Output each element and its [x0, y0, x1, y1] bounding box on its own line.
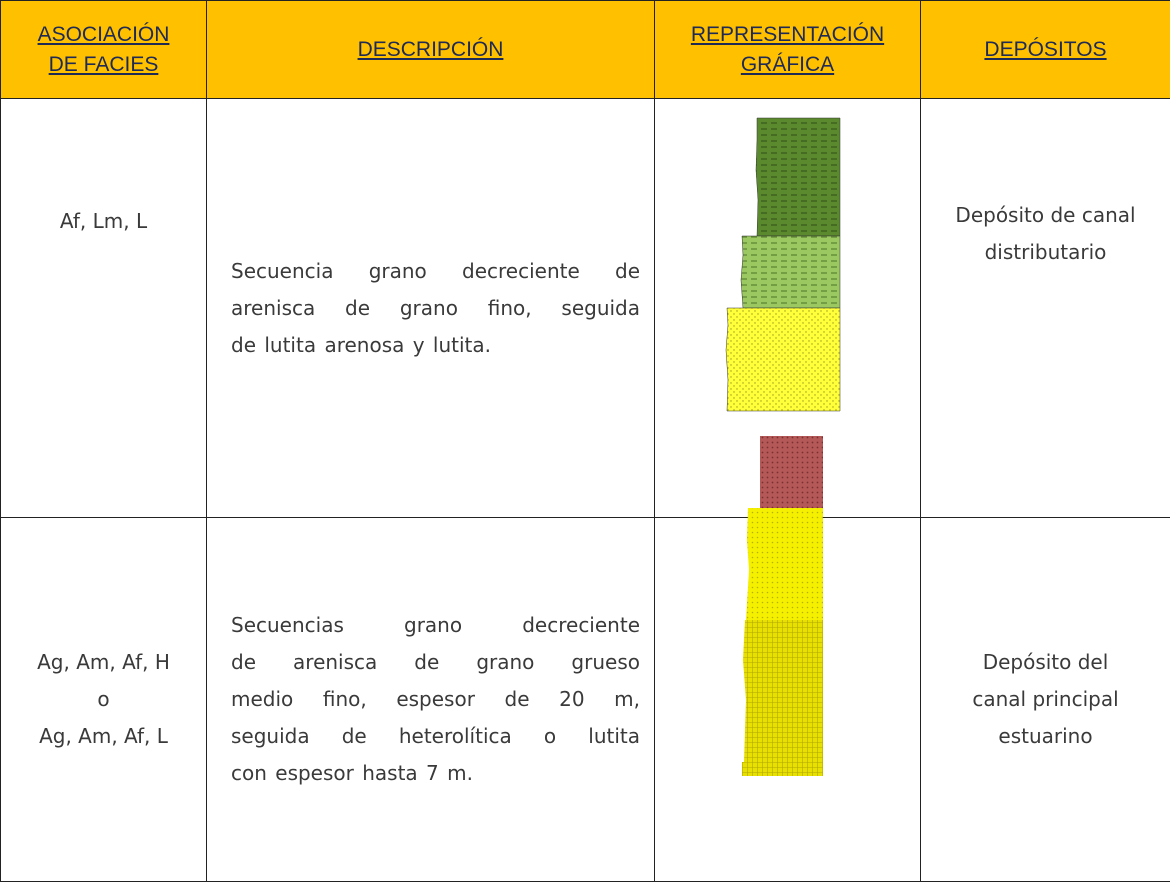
lithology-graphics	[0, 0, 1170, 778]
column-1	[726, 118, 840, 411]
column-2	[742, 436, 823, 776]
